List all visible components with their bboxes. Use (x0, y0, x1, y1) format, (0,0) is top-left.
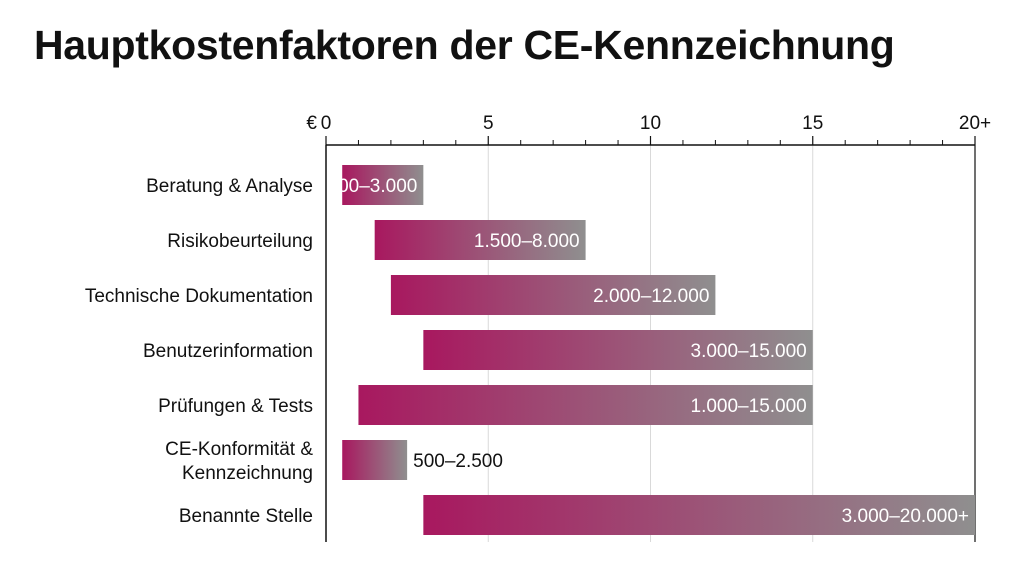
category-label: Benutzerinformation (143, 341, 313, 362)
chart-title: Hauptkostenfaktoren der CE-Kennzeichnung (34, 22, 895, 68)
category-label: Prüfungen & Tests (158, 396, 313, 417)
x-tick-label: 15 (802, 113, 823, 134)
range-bar (342, 165, 424, 205)
category-label: Kennzeichnung (182, 463, 313, 484)
bar-value-label: 500–2.500 (413, 451, 503, 472)
range-bar (358, 385, 813, 425)
bar-value-label: 3.000–20.000+ (842, 506, 969, 527)
x-tick-label: 20+ (959, 113, 991, 134)
x-tick-label: 10 (640, 113, 661, 134)
category-labels: Beratung & Analyse Risikobeurteilung Techn… (85, 176, 313, 527)
x-tick-label: 5 (483, 113, 494, 134)
category-label: Risikobeurteilung (167, 231, 313, 252)
x-axis-unit-label: € (306, 113, 317, 134)
bar-value-label: 1.500–8.000 (474, 231, 580, 252)
range-bar (374, 220, 586, 260)
category-label: Technische Dokumentation (85, 286, 313, 307)
range-bar (423, 495, 976, 535)
bar-value-label: 3.000–15.000 (691, 341, 807, 362)
range-bar (423, 330, 813, 370)
bar-value-label: 1.000–15.000 (691, 396, 807, 417)
bar-value-label: 2.000–12.000 (593, 286, 709, 307)
x-tick-label: 0 (321, 113, 332, 134)
range-bar (390, 275, 716, 315)
range-bar (342, 440, 408, 480)
axes (325, 144, 976, 542)
category-label: CE-Konformität & (165, 439, 313, 460)
bar-value-label: 500–3.000 (328, 176, 418, 197)
x-axis-ticks: 0 5 10 15 20+ € (306, 113, 991, 145)
bars: 500–3.000 1.500–8.000 2.000–12.000 3.000–15… (328, 165, 976, 535)
category-label: Benannte Stelle (179, 506, 313, 527)
category-label: Beratung & Analyse (146, 176, 313, 197)
